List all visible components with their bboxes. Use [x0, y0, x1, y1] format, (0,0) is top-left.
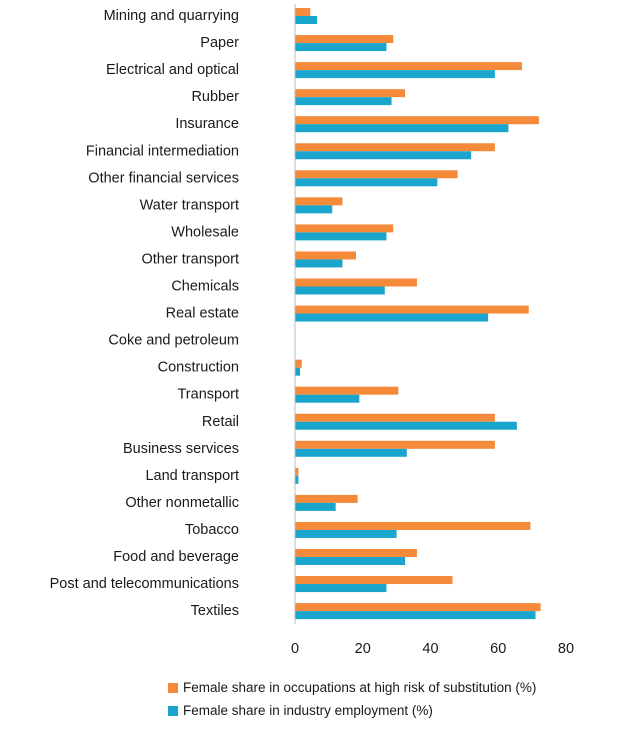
category-label-rubber: Rubber [191, 89, 239, 105]
category-label-post-and-telecommunications: Post and telecommunications [50, 576, 239, 592]
x-tick-label-0: 0 [291, 641, 299, 657]
category-label-textiles: Textiles [191, 603, 239, 619]
category-label-financial-intermediation: Financial intermediation [86, 143, 239, 159]
bar-high-risk-other-financial-services [295, 170, 458, 179]
legend-label-high-risk: Female share in occupations at high risk… [183, 680, 537, 695]
category-label-construction: Construction [158, 360, 239, 376]
category-labels: Mining and quarrying Paper Electrical and … [50, 8, 240, 619]
category-label-electrical-and-optical: Electrical and optical [106, 62, 239, 78]
legend-swatch-high-risk [168, 682, 178, 693]
bar-employment-business-services [295, 448, 407, 457]
legend-entry-employment: Female share in industry employment (%) [168, 699, 536, 722]
bar-employment-food-and-beverage [295, 557, 406, 565]
x-tick-label-40: 40 [422, 641, 438, 657]
bar-employment-textiles [295, 611, 536, 620]
bar-high-risk-business-services [295, 440, 495, 449]
bar-employment-water-transport [295, 205, 333, 214]
legend-entry-high-risk: Female share in occupations at high risk… [168, 676, 536, 699]
bar-employment-retail [295, 421, 517, 430]
bar-high-risk-chemicals [295, 278, 417, 287]
bar-high-risk-other-nonmetallic [295, 494, 358, 503]
bar-high-risk-paper [295, 35, 394, 44]
category-label-real-estate: Real estate [166, 306, 239, 322]
bar-employment-other-transport [295, 259, 343, 268]
category-label-coke-and-petroleum: Coke and petroleum [108, 333, 239, 349]
bar-high-risk-tobacco [295, 521, 531, 530]
bar-employment-insurance [295, 124, 509, 133]
bar-high-risk-food-and-beverage [295, 549, 417, 557]
category-label-chemicals: Chemicals [171, 279, 239, 295]
bar-high-risk-financial-intermediation [295, 143, 495, 152]
bar-employment-other-financial-services [295, 178, 438, 187]
category-label-retail: Retail [202, 414, 239, 430]
category-label-business-services: Business services [123, 441, 239, 457]
legend: Female share in occupations at high risk… [168, 676, 536, 722]
bar-employment-other-nonmetallic [295, 502, 336, 511]
x-axis-ticks: 0 20 40 60 80 [291, 641, 574, 657]
category-label-wholesale: Wholesale [171, 224, 239, 240]
bar-high-risk-rubber [295, 89, 406, 98]
bar-employment-mining-and-quarrying [295, 16, 318, 24]
legend-swatch-employment [168, 705, 178, 716]
bar-high-risk-post-and-telecommunications [295, 576, 453, 585]
bar-employment-paper [295, 43, 387, 52]
category-label-insurance: Insurance [175, 116, 239, 132]
bar-employment-construction [295, 367, 301, 376]
bar-employment-electrical-and-optical [295, 70, 495, 79]
category-label-paper: Paper [200, 35, 239, 51]
category-label-water-transport: Water transport [140, 197, 239, 213]
x-tick-label-80: 80 [558, 641, 574, 657]
bar-high-risk-textiles [295, 603, 541, 612]
bar-employment-wholesale [295, 232, 387, 241]
bar-high-risk-mining-and-quarrying [295, 8, 311, 16]
category-label-transport: Transport [177, 387, 239, 403]
bar-high-risk-transport [295, 386, 399, 395]
bars-group [295, 8, 541, 620]
category-label-tobacco: Tobacco [185, 522, 239, 538]
bar-high-risk-real-estate [295, 305, 529, 314]
bar-employment-financial-intermediation [295, 151, 472, 160]
bar-high-risk-retail [295, 413, 495, 422]
bar-employment-post-and-telecommunications [295, 584, 387, 593]
bar-high-risk-water-transport [295, 197, 343, 206]
bar-employment-real-estate [295, 313, 489, 322]
bar-employment-tobacco [295, 529, 397, 538]
x-tick-label-60: 60 [490, 641, 506, 657]
legend-label-employment: Female share in industry employment (%) [183, 703, 433, 718]
bar-high-risk-construction [295, 359, 302, 368]
bar-employment-land-transport [295, 475, 299, 484]
bar-high-risk-electrical-and-optical [295, 62, 522, 71]
bar-employment-transport [295, 394, 360, 403]
bar-high-risk-wholesale [295, 224, 394, 233]
bar-high-risk-insurance [295, 116, 539, 125]
category-label-land-transport: Land transport [145, 468, 239, 484]
bar-employment-rubber [295, 97, 392, 106]
bar-high-risk-other-transport [295, 251, 356, 260]
category-label-other-nonmetallic: Other nonmetallic [125, 495, 239, 511]
category-label-other-transport: Other transport [141, 251, 239, 267]
category-label-food-and-beverage: Food and beverage [113, 549, 239, 565]
x-tick-label-20: 20 [355, 641, 371, 657]
bar-employment-chemicals [295, 286, 385, 295]
bar-high-risk-land-transport [295, 467, 299, 476]
category-label-other-financial-services: Other financial services [88, 170, 239, 186]
category-label-mining-and-quarrying: Mining and quarrying [104, 8, 239, 24]
